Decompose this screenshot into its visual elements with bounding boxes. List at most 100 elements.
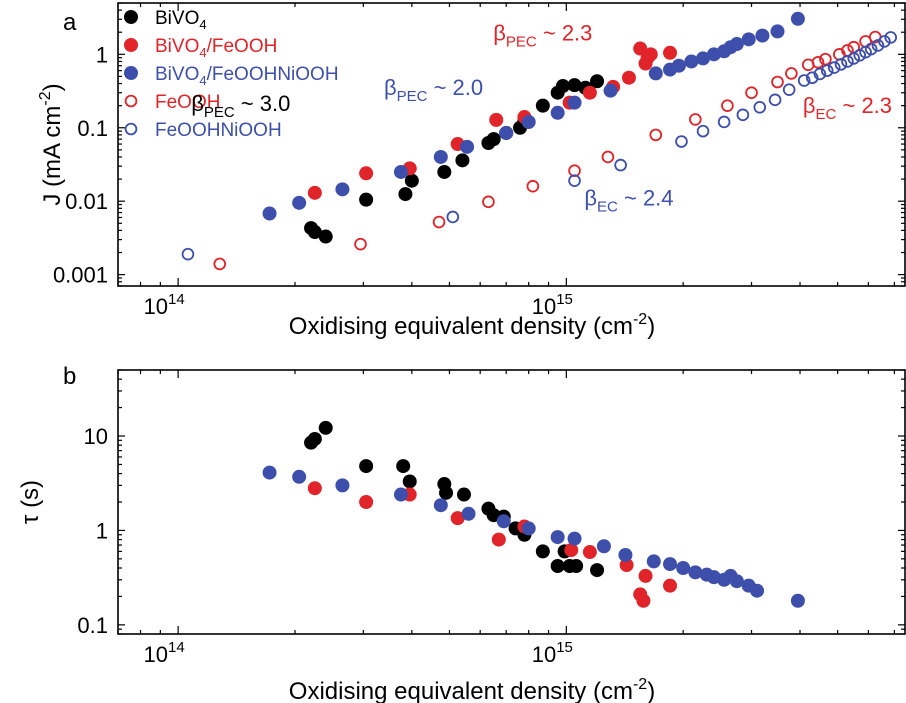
data-point [564, 543, 579, 558]
data-point [567, 531, 582, 546]
legend-marker [124, 122, 138, 136]
data-point [567, 95, 582, 110]
data-point [213, 257, 227, 271]
data-point [262, 465, 277, 480]
data-point [555, 79, 570, 94]
data-point [456, 487, 471, 502]
data-point [696, 124, 710, 138]
data-point [819, 52, 832, 66]
x-axis-label-end: ) [647, 313, 655, 340]
legend-label: FeOOH [155, 92, 220, 113]
data-point [871, 39, 885, 52]
data-point [582, 85, 597, 100]
legend-label-text: FeOOH [155, 92, 220, 113]
annotation-value: ~ 2.3 [537, 20, 593, 45]
data-point [847, 52, 861, 65]
x-tick-label: 1015 [532, 639, 573, 667]
series-BiVO4 [304, 74, 605, 244]
data-point [181, 247, 195, 261]
data-point [450, 511, 465, 526]
beta-annotation: βEC ~ 2.3 [803, 93, 892, 123]
data-point [696, 51, 711, 66]
data-point [768, 93, 782, 107]
data-point [499, 125, 514, 140]
series-BiVO4 [304, 420, 605, 578]
data-point [813, 67, 827, 81]
data-point [790, 593, 805, 608]
data-point [603, 83, 618, 98]
data-point [671, 58, 686, 73]
data-point [785, 67, 798, 80]
beta-annotation: βEC ~ 2.4 [584, 185, 673, 215]
y-axis-label-sup: -2 [37, 91, 54, 105]
legend-label: FeOOHNiOOH [155, 120, 282, 141]
y-axis-label-end: ) [39, 83, 66, 91]
data-point [582, 545, 597, 560]
data-point [648, 66, 663, 81]
data-point [790, 11, 805, 26]
y-tick-label: 10 [84, 424, 108, 449]
legend-label: BiVO4/FeOOHNiOOH [155, 64, 339, 88]
data-point [262, 206, 277, 221]
data-point [318, 229, 333, 244]
data-point [596, 539, 611, 554]
annotation-value: ~ 2.0 [427, 75, 483, 100]
data-point [621, 70, 636, 85]
data-point [359, 166, 374, 181]
data-point [550, 558, 565, 573]
annotation-symbol: β [584, 185, 597, 210]
data-point [398, 187, 413, 202]
data-point [755, 28, 770, 43]
data-point [884, 31, 898, 44]
annotation-value: ~ 2.4 [618, 185, 674, 210]
series-BiVO4/FeOOHNiOOH [262, 465, 805, 608]
data-point [550, 105, 565, 120]
x-tick-label: 1014 [144, 639, 185, 667]
data-point [292, 469, 307, 484]
y-axis-label: τ (s) [17, 480, 44, 524]
annotation-subscript: PEC [506, 33, 537, 50]
data-point [797, 74, 811, 87]
data-point [782, 83, 796, 96]
x-tick-base: 10 [144, 642, 168, 667]
data-point [753, 100, 767, 114]
data-point [721, 99, 734, 112]
legend-label-tail: /FeOOHNiOOH [207, 64, 339, 85]
data-point [521, 114, 536, 129]
x-tick-base: 10 [532, 642, 556, 667]
data-point [432, 215, 446, 229]
data-point [486, 132, 501, 147]
legend-label-text: BiVO [155, 64, 199, 85]
annotation-symbol: β [493, 20, 506, 45]
data-point [770, 24, 785, 39]
data-point [318, 420, 333, 435]
x-axis-label-sup: -2 [633, 676, 647, 693]
data-point [689, 113, 702, 126]
y-tick-label: 0.01 [65, 189, 108, 214]
legend-label-text: FeOOHNiOOH [155, 120, 282, 141]
data-point [878, 35, 891, 48]
legend: BiVO4BiVO4/FeOOHBiVO4/FeOOHNiOOHFeOOHFeO… [124, 8, 339, 141]
data-point [771, 75, 784, 89]
data-point [567, 78, 582, 93]
legend-label-sub: 4 [199, 73, 206, 88]
data-point [601, 150, 615, 164]
annotation-symbol: β [191, 91, 204, 116]
data-point [618, 547, 633, 562]
series-BiVO4/FeOOHNiOOH [262, 11, 805, 221]
data-point [827, 61, 841, 74]
data-point [568, 174, 581, 188]
data-point [649, 128, 663, 142]
legend-label-text: BiVO [155, 36, 199, 57]
data-point [590, 563, 605, 578]
data-point [526, 179, 540, 193]
annotation-subscript: EC [816, 106, 837, 123]
data-point [676, 561, 691, 575]
data-point [437, 164, 452, 179]
data-point [745, 86, 758, 100]
series-FeOOHNiOOH [181, 31, 898, 261]
data-point [750, 583, 765, 598]
